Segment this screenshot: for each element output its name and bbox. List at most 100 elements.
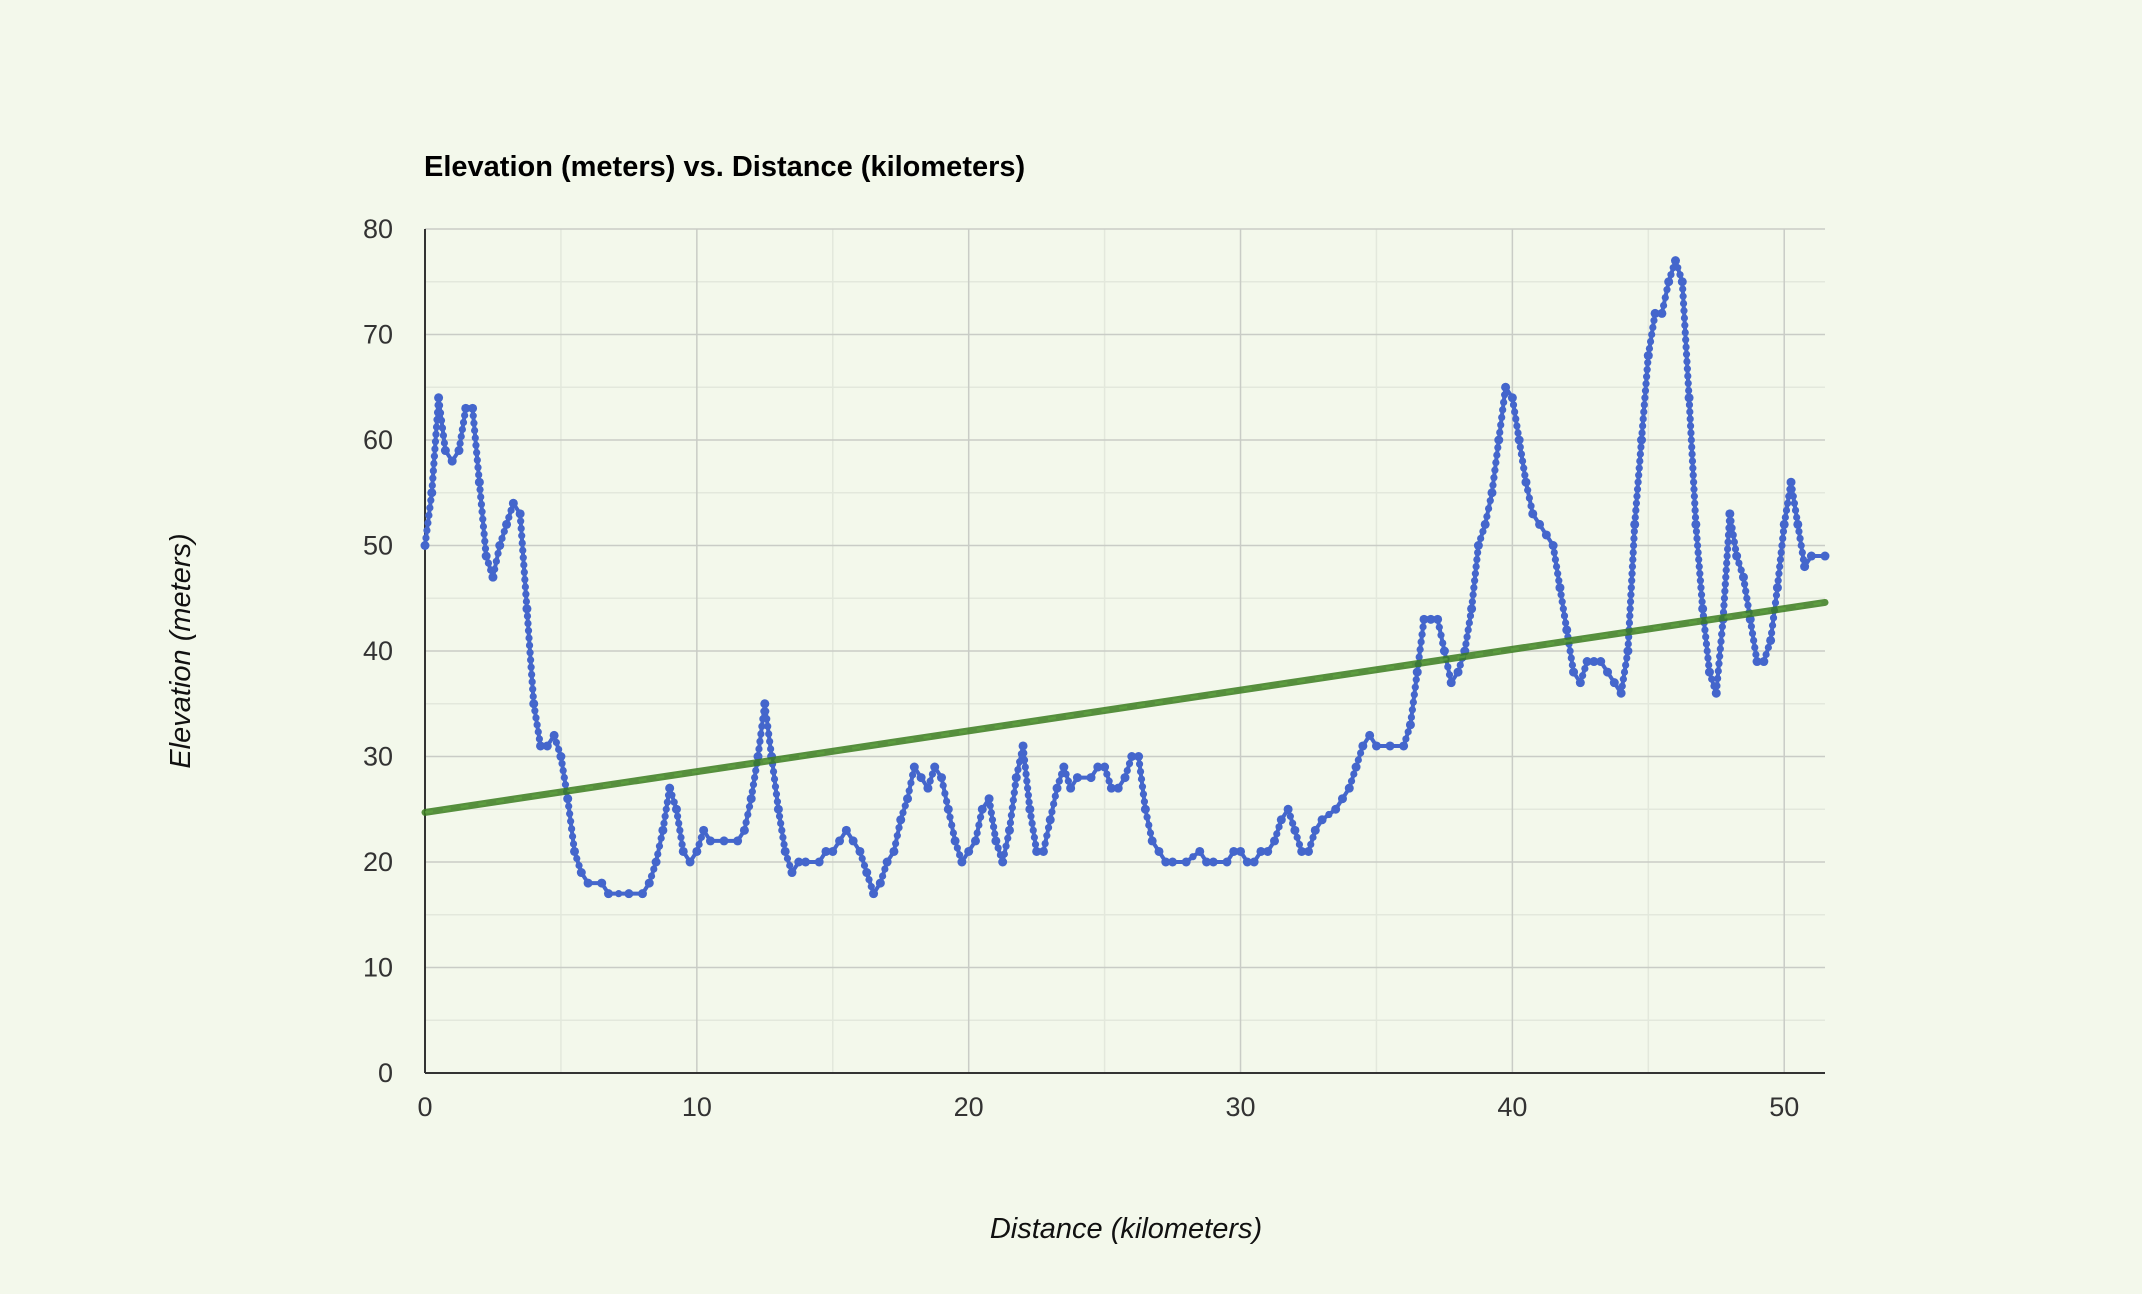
elevation-point <box>1501 382 1511 392</box>
elevation-dot <box>1518 457 1527 465</box>
elevation-dot <box>907 779 915 787</box>
elevation-dot <box>569 840 578 848</box>
elevation-point <box>447 456 457 466</box>
elevation-point <box>869 889 879 899</box>
elevation-dot <box>650 865 658 873</box>
x-tick-label: 40 <box>1497 1092 1527 1122</box>
elevation-point <box>1704 667 1714 677</box>
elevation-point <box>1616 688 1626 698</box>
elevation-dot <box>1581 664 1589 673</box>
elevation-dot <box>1354 756 1362 764</box>
elevation-dot <box>1051 792 1059 800</box>
elevation-dot <box>1740 580 1749 588</box>
elevation-dot <box>1691 506 1699 514</box>
elevation-point <box>1677 277 1687 287</box>
elevation-dot <box>695 840 703 849</box>
elevation-point <box>1548 541 1558 550</box>
elevation-dot <box>748 788 756 796</box>
elevation-dot <box>528 670 536 679</box>
elevation-dot <box>1635 471 1643 479</box>
elevation-dot <box>518 539 526 547</box>
elevation-dot <box>1028 819 1036 827</box>
elevation-point <box>1025 804 1035 814</box>
elevation-dot <box>1489 481 1497 489</box>
elevation-dot <box>1619 675 1627 683</box>
elevation-dot <box>532 714 540 722</box>
elevation-dot <box>1737 566 1745 574</box>
elevation-point <box>1086 773 1096 783</box>
elevation-dot <box>1690 478 1698 486</box>
elevation-dot <box>525 641 534 649</box>
elevation-dot <box>1562 619 1570 627</box>
elevation-dot <box>1514 429 1522 437</box>
elevation-dot <box>1744 601 1752 609</box>
elevation-dot <box>535 735 544 743</box>
elevation-point <box>1371 741 1381 751</box>
x-tick-label: 30 <box>1226 1092 1256 1122</box>
elevation-point <box>1609 678 1619 688</box>
elevation-dot <box>561 781 570 789</box>
elevation-dot <box>1275 823 1283 831</box>
elevation-dot <box>1462 640 1470 648</box>
elevation-point <box>1120 773 1130 783</box>
elevation-dot <box>1692 527 1701 536</box>
elevation-dot <box>1640 408 1648 416</box>
elevation-point <box>1555 583 1565 593</box>
elevation-dot <box>1776 563 1784 571</box>
elevation-dot <box>1768 629 1776 637</box>
elevation-dot <box>1030 833 1038 841</box>
elevation-point <box>1331 804 1341 814</box>
elevation-point <box>1453 667 1463 677</box>
elevation-dot <box>430 452 439 460</box>
elevation-point <box>1419 614 1429 624</box>
elevation-dot <box>1007 811 1016 819</box>
elevation-dot <box>764 722 772 730</box>
elevation-dot <box>565 802 573 810</box>
elevation-dot <box>1717 637 1725 646</box>
elevation-point <box>970 836 980 846</box>
elevation-dot <box>1696 577 1705 585</box>
elevation-dot <box>1641 394 1649 402</box>
elevation-dot <box>457 432 465 441</box>
elevation-dot <box>526 649 534 657</box>
elevation-point <box>1195 846 1205 856</box>
elevation-dot <box>431 438 440 446</box>
elevation-dot <box>1023 777 1031 785</box>
elevation-dot <box>661 812 669 820</box>
elevation-dot <box>477 500 486 508</box>
elevation-point <box>1134 752 1144 761</box>
elevation-dot <box>662 805 670 813</box>
elevation-dot <box>1295 840 1304 849</box>
elevation-point <box>1147 836 1157 846</box>
elevation-dot <box>1404 728 1412 736</box>
elevation-dot <box>1140 798 1149 806</box>
elevation-dot <box>432 423 441 431</box>
elevation-point <box>495 541 505 550</box>
elevation-point <box>563 794 573 804</box>
elevation-dot <box>939 781 947 790</box>
elevation-dot <box>1679 292 1687 300</box>
elevation-dot <box>1722 573 1730 581</box>
elevation-point <box>1283 804 1293 814</box>
elevation-dot <box>1793 513 1801 521</box>
elevation-dot <box>1567 654 1575 662</box>
elevation-dot <box>1689 464 1697 472</box>
elevation-dot <box>973 829 981 837</box>
elevation-dot <box>1439 639 1447 647</box>
elevation-dot <box>1640 401 1648 409</box>
elevation-dot <box>573 854 581 863</box>
elevation-dot <box>1350 770 1358 778</box>
elevation-dot <box>1415 653 1423 661</box>
elevation-dot <box>1551 555 1560 564</box>
elevation-dot <box>1022 770 1030 778</box>
elevation-point <box>1480 519 1490 529</box>
elevation-line <box>423 258 1825 896</box>
elevation-dot <box>1625 619 1634 627</box>
elevation-dot <box>756 737 764 746</box>
elevation-point <box>801 857 811 867</box>
elevation-point <box>522 604 532 614</box>
elevation-dot <box>507 506 515 514</box>
elevation-dot <box>1680 314 1689 322</box>
elevation-dot <box>660 819 668 827</box>
elevation-dot <box>472 441 480 449</box>
